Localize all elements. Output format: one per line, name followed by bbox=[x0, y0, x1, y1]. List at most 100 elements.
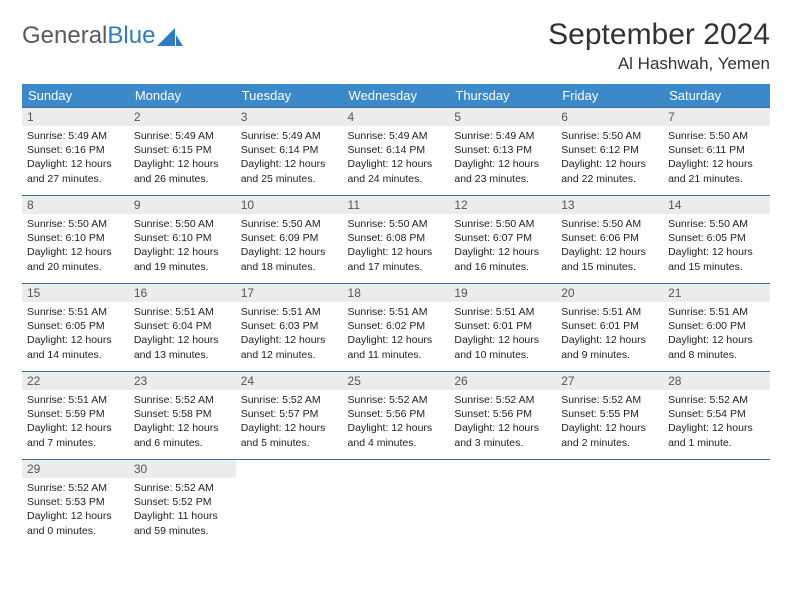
sunset-line: Sunset: 5:52 PM bbox=[134, 495, 231, 509]
day-number: 14 bbox=[663, 196, 770, 214]
day-cell: 29Sunrise: 5:52 AMSunset: 5:53 PMDayligh… bbox=[22, 460, 129, 548]
day-body: Sunrise: 5:52 AMSunset: 5:54 PMDaylight:… bbox=[663, 390, 770, 454]
sunset-line: Sunset: 6:01 PM bbox=[561, 319, 658, 333]
daylight-line: Daylight: 12 hours and 20 minutes. bbox=[27, 245, 124, 273]
day-body: Sunrise: 5:50 AMSunset: 6:07 PMDaylight:… bbox=[449, 214, 556, 278]
day-cell: 4Sunrise: 5:49 AMSunset: 6:14 PMDaylight… bbox=[343, 108, 450, 196]
day-cell: 26Sunrise: 5:52 AMSunset: 5:56 PMDayligh… bbox=[449, 372, 556, 460]
day-body: Sunrise: 5:52 AMSunset: 5:55 PMDaylight:… bbox=[556, 390, 663, 454]
weekday-header-row: Sunday Monday Tuesday Wednesday Thursday… bbox=[22, 84, 770, 108]
day-body: Sunrise: 5:50 AMSunset: 6:12 PMDaylight:… bbox=[556, 126, 663, 190]
sunrise-line: Sunrise: 5:51 AM bbox=[668, 305, 765, 319]
day-body: Sunrise: 5:51 AMSunset: 6:01 PMDaylight:… bbox=[556, 302, 663, 366]
day-number: 6 bbox=[556, 108, 663, 126]
day-number: 29 bbox=[22, 460, 129, 478]
day-cell: 21Sunrise: 5:51 AMSunset: 6:00 PMDayligh… bbox=[663, 284, 770, 372]
day-body: Sunrise: 5:50 AMSunset: 6:09 PMDaylight:… bbox=[236, 214, 343, 278]
day-cell: 22Sunrise: 5:51 AMSunset: 5:59 PMDayligh… bbox=[22, 372, 129, 460]
daylight-line: Daylight: 12 hours and 7 minutes. bbox=[27, 421, 124, 449]
day-cell: 1Sunrise: 5:49 AMSunset: 6:16 PMDaylight… bbox=[22, 108, 129, 196]
weekday-sunday: Sunday bbox=[22, 84, 129, 108]
sunset-line: Sunset: 6:04 PM bbox=[134, 319, 231, 333]
day-body: Sunrise: 5:49 AMSunset: 6:13 PMDaylight:… bbox=[449, 126, 556, 190]
sunset-line: Sunset: 6:00 PM bbox=[668, 319, 765, 333]
day-body: Sunrise: 5:51 AMSunset: 6:01 PMDaylight:… bbox=[449, 302, 556, 366]
sunset-line: Sunset: 6:16 PM bbox=[27, 143, 124, 157]
day-body: Sunrise: 5:50 AMSunset: 6:10 PMDaylight:… bbox=[22, 214, 129, 278]
sunrise-line: Sunrise: 5:52 AM bbox=[668, 393, 765, 407]
sunrise-line: Sunrise: 5:50 AM bbox=[668, 129, 765, 143]
sunrise-line: Sunrise: 5:49 AM bbox=[241, 129, 338, 143]
sunrise-line: Sunrise: 5:51 AM bbox=[348, 305, 445, 319]
sunrise-line: Sunrise: 5:49 AM bbox=[27, 129, 124, 143]
day-body: Sunrise: 5:49 AMSunset: 6:14 PMDaylight:… bbox=[236, 126, 343, 190]
sunset-line: Sunset: 6:05 PM bbox=[27, 319, 124, 333]
daylight-line: Daylight: 12 hours and 18 minutes. bbox=[241, 245, 338, 273]
header: GeneralBlue September 2024 Al Hashwah, Y… bbox=[22, 18, 770, 74]
calendar-table: Sunday Monday Tuesday Wednesday Thursday… bbox=[22, 84, 770, 548]
sunrise-line: Sunrise: 5:50 AM bbox=[27, 217, 124, 231]
day-number: 20 bbox=[556, 284, 663, 302]
day-body: Sunrise: 5:52 AMSunset: 5:56 PMDaylight:… bbox=[343, 390, 450, 454]
day-number: 11 bbox=[343, 196, 450, 214]
sunrise-line: Sunrise: 5:50 AM bbox=[348, 217, 445, 231]
day-number: 18 bbox=[343, 284, 450, 302]
sunset-line: Sunset: 5:56 PM bbox=[454, 407, 551, 421]
sunset-line: Sunset: 6:05 PM bbox=[668, 231, 765, 245]
daylight-line: Daylight: 12 hours and 13 minutes. bbox=[134, 333, 231, 361]
daylight-line: Daylight: 12 hours and 10 minutes. bbox=[454, 333, 551, 361]
day-number: 2 bbox=[129, 108, 236, 126]
title-block: September 2024 Al Hashwah, Yemen bbox=[548, 18, 770, 74]
sunrise-line: Sunrise: 5:51 AM bbox=[561, 305, 658, 319]
day-body: Sunrise: 5:52 AMSunset: 5:58 PMDaylight:… bbox=[129, 390, 236, 454]
day-number: 10 bbox=[236, 196, 343, 214]
daylight-line: Daylight: 12 hours and 6 minutes. bbox=[134, 421, 231, 449]
sunset-line: Sunset: 6:15 PM bbox=[134, 143, 231, 157]
day-number: 7 bbox=[663, 108, 770, 126]
daylight-line: Daylight: 12 hours and 19 minutes. bbox=[134, 245, 231, 273]
day-cell: 17Sunrise: 5:51 AMSunset: 6:03 PMDayligh… bbox=[236, 284, 343, 372]
daylight-line: Daylight: 11 hours and 59 minutes. bbox=[134, 509, 231, 537]
sunrise-line: Sunrise: 5:49 AM bbox=[348, 129, 445, 143]
sunrise-line: Sunrise: 5:50 AM bbox=[454, 217, 551, 231]
daylight-line: Daylight: 12 hours and 25 minutes. bbox=[241, 157, 338, 185]
day-number: 16 bbox=[129, 284, 236, 302]
sunrise-line: Sunrise: 5:50 AM bbox=[134, 217, 231, 231]
day-number: 26 bbox=[449, 372, 556, 390]
sunset-line: Sunset: 6:02 PM bbox=[348, 319, 445, 333]
weekday-friday: Friday bbox=[556, 84, 663, 108]
daylight-line: Daylight: 12 hours and 12 minutes. bbox=[241, 333, 338, 361]
sunrise-line: Sunrise: 5:51 AM bbox=[27, 305, 124, 319]
sunrise-line: Sunrise: 5:52 AM bbox=[561, 393, 658, 407]
day-cell: 28Sunrise: 5:52 AMSunset: 5:54 PMDayligh… bbox=[663, 372, 770, 460]
daylight-line: Daylight: 12 hours and 22 minutes. bbox=[561, 157, 658, 185]
sunset-line: Sunset: 5:58 PM bbox=[134, 407, 231, 421]
sunset-line: Sunset: 6:09 PM bbox=[241, 231, 338, 245]
day-cell: 6Sunrise: 5:50 AMSunset: 6:12 PMDaylight… bbox=[556, 108, 663, 196]
day-body: Sunrise: 5:51 AMSunset: 6:05 PMDaylight:… bbox=[22, 302, 129, 366]
sunset-line: Sunset: 6:08 PM bbox=[348, 231, 445, 245]
day-cell: 2Sunrise: 5:49 AMSunset: 6:15 PMDaylight… bbox=[129, 108, 236, 196]
day-number: 5 bbox=[449, 108, 556, 126]
daylight-line: Daylight: 12 hours and 1 minute. bbox=[668, 421, 765, 449]
day-body: Sunrise: 5:52 AMSunset: 5:57 PMDaylight:… bbox=[236, 390, 343, 454]
day-body: Sunrise: 5:51 AMSunset: 6:02 PMDaylight:… bbox=[343, 302, 450, 366]
day-cell: 14Sunrise: 5:50 AMSunset: 6:05 PMDayligh… bbox=[663, 196, 770, 284]
day-body: Sunrise: 5:49 AMSunset: 6:14 PMDaylight:… bbox=[343, 126, 450, 190]
daylight-line: Daylight: 12 hours and 9 minutes. bbox=[561, 333, 658, 361]
day-cell: 3Sunrise: 5:49 AMSunset: 6:14 PMDaylight… bbox=[236, 108, 343, 196]
daylight-line: Daylight: 12 hours and 16 minutes. bbox=[454, 245, 551, 273]
day-body: Sunrise: 5:50 AMSunset: 6:05 PMDaylight:… bbox=[663, 214, 770, 278]
day-body: Sunrise: 5:51 AMSunset: 5:59 PMDaylight:… bbox=[22, 390, 129, 454]
sunset-line: Sunset: 5:55 PM bbox=[561, 407, 658, 421]
day-body: Sunrise: 5:50 AMSunset: 6:08 PMDaylight:… bbox=[343, 214, 450, 278]
day-number: 3 bbox=[236, 108, 343, 126]
sunrise-line: Sunrise: 5:50 AM bbox=[668, 217, 765, 231]
day-cell: 19Sunrise: 5:51 AMSunset: 6:01 PMDayligh… bbox=[449, 284, 556, 372]
day-cell: 27Sunrise: 5:52 AMSunset: 5:55 PMDayligh… bbox=[556, 372, 663, 460]
day-number: 23 bbox=[129, 372, 236, 390]
day-cell: 24Sunrise: 5:52 AMSunset: 5:57 PMDayligh… bbox=[236, 372, 343, 460]
weekday-saturday: Saturday bbox=[663, 84, 770, 108]
logo-sail-icon bbox=[157, 26, 183, 46]
logo: GeneralBlue bbox=[22, 18, 183, 50]
